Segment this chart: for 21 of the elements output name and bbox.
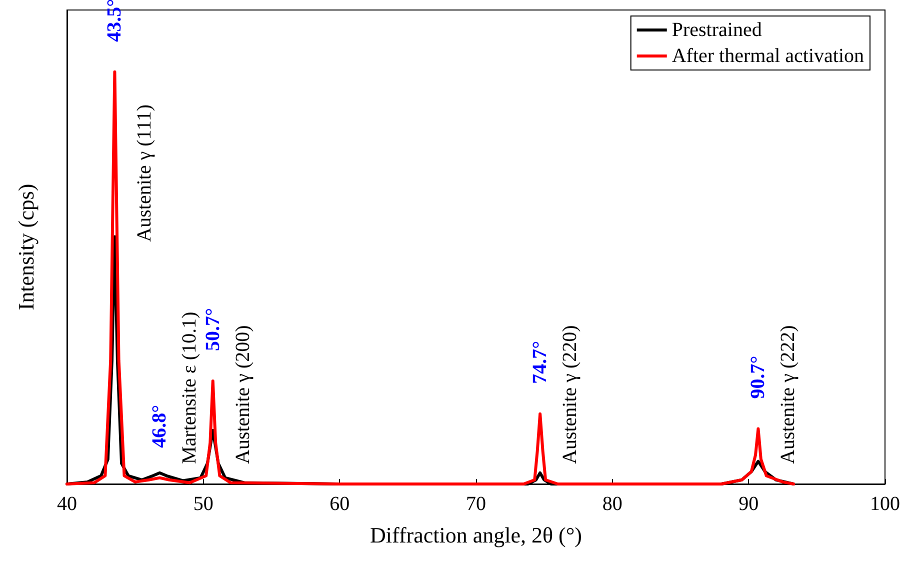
x-tick-label: 90 [738, 493, 759, 515]
annotation: 50.7° [202, 308, 224, 351]
y-axis-title: Intensity (cps) [14, 184, 38, 310]
annotation: 74.7° [529, 340, 552, 384]
x-tick-label: 70 [466, 493, 486, 515]
x-tick-label: 60 [330, 493, 350, 515]
x-axis-title: Diffraction angle, 2θ (°) [370, 522, 582, 548]
annotation: Austenite γ (220) [559, 325, 582, 464]
annotation: Austenite γ (111) [134, 104, 156, 242]
annotation: Austenite γ (222) [777, 325, 800, 464]
annotation: 46.8° [148, 404, 171, 448]
annotation: 43.5° [104, 0, 126, 42]
x-tick-label: 100 [870, 493, 900, 515]
x-tick-label: 50 [193, 493, 214, 515]
legend-label: After thermal activation [672, 45, 864, 67]
x-tick-label: 40 [57, 493, 77, 515]
x-tick-label: 80 [602, 493, 622, 515]
annotation: Austenite γ (200) [232, 325, 254, 464]
annotation: 90.7° [747, 356, 770, 399]
legend-label: Prestrained [672, 19, 762, 41]
annotation: Martensite ε (10.1) [178, 312, 201, 464]
